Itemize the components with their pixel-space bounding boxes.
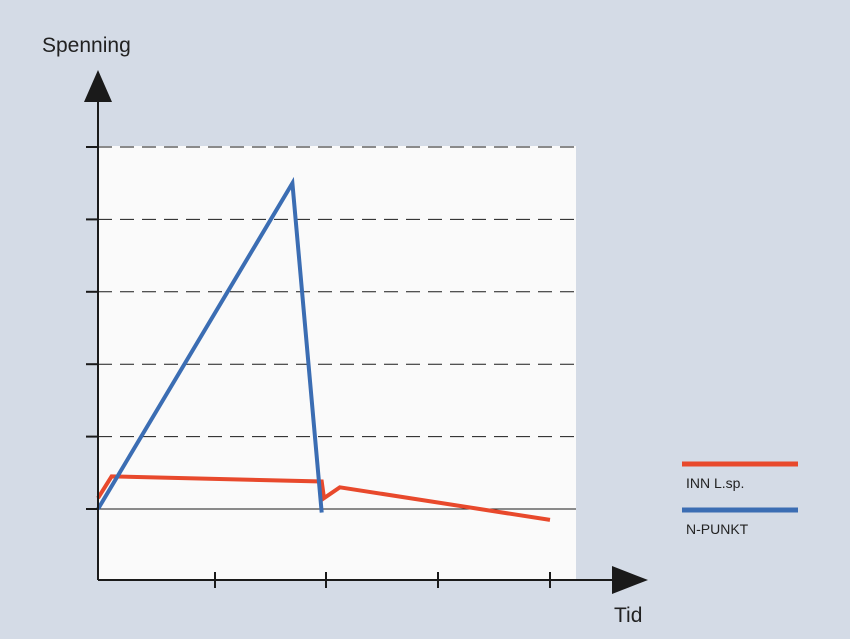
plot-area <box>98 146 576 579</box>
y-axis-arrow <box>84 70 112 102</box>
y-axis-label: Spenning <box>42 34 131 57</box>
y-ticks <box>86 146 98 510</box>
legend-label: N-PUNKT <box>686 521 749 537</box>
series-line-1 <box>96 176 324 513</box>
axes <box>84 70 648 594</box>
series-lines <box>96 176 551 522</box>
gridlines <box>98 146 576 438</box>
series-line-0 <box>96 474 551 522</box>
legend: INN L.sp. N-PUNKT <box>682 461 798 537</box>
x-axis-arrow <box>612 566 648 594</box>
x-axis-label: Tid <box>614 604 642 627</box>
x-ticks <box>214 572 551 588</box>
legend-label: INN L.sp. <box>686 475 744 491</box>
